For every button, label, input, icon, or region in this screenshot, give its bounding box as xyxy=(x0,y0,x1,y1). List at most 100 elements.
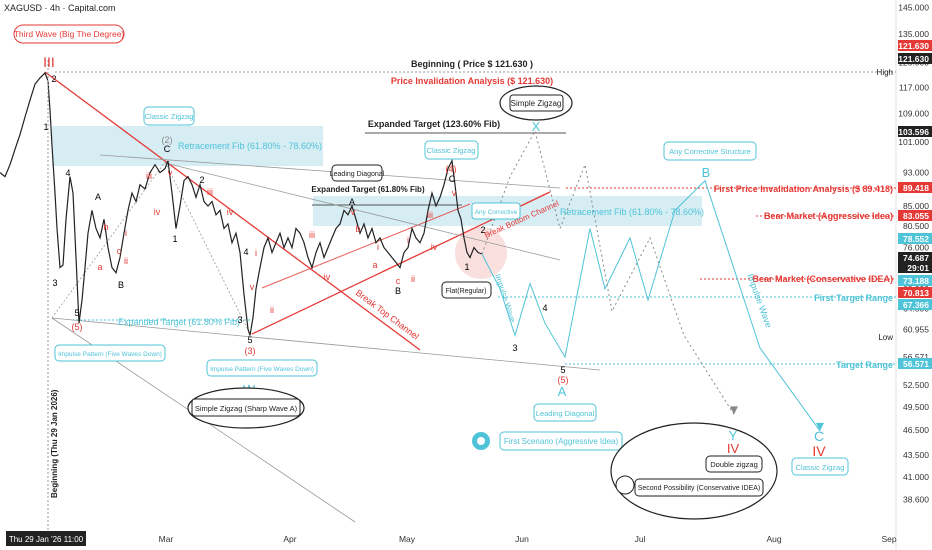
expanded-target-123-label: Expanded Target (123.60% Fib) xyxy=(368,119,500,129)
wave-count-label: 3 xyxy=(52,278,57,288)
wave-C-cyan-label: C xyxy=(814,428,824,444)
wave-count-label: a xyxy=(97,262,102,272)
any-corrective-small-box: Any Corrective xyxy=(471,202,521,220)
price-tag: 103.596 xyxy=(898,126,932,137)
invalidation-main-label: Price Invalidation Analysis ($ 121.630) xyxy=(391,76,553,86)
wave-count-label: iii xyxy=(146,171,152,181)
retracement-right-label: Retracement Fib (61.80% - 78.60%) xyxy=(560,207,704,217)
price-tag: 83.055 xyxy=(898,210,932,221)
price-tag-value: 29:01 xyxy=(907,263,929,273)
high-marker-label: High xyxy=(877,68,893,77)
x-cursor-label: Thu 29 Jan '26 11:00 xyxy=(9,535,84,544)
wave-count-label: 4 xyxy=(243,247,248,257)
bear-conservative-label: Bear Market (Conservative IDEA) xyxy=(752,274,893,284)
simple-zigzag-top-box: Simple Zigzag xyxy=(499,85,573,121)
wave-count-label: 1 xyxy=(43,122,48,132)
wave-count-label: ii xyxy=(270,305,274,315)
wave-III-label: III xyxy=(43,54,55,70)
wave-count-label: A xyxy=(95,192,101,202)
price-tag-value: 70.813 xyxy=(903,288,929,298)
wave-Y-label: Y xyxy=(729,428,738,443)
target-range-label: Target Range xyxy=(836,360,893,370)
leading-diagonal-bottom-box: Leading Diagonal xyxy=(533,403,597,422)
wave-count-label: 2 xyxy=(51,74,56,84)
simple-zigzag-sharp-label: Simple Zigzag (Sharp Wave A) xyxy=(195,404,298,413)
simple-zigzag-top-label: Simple Zigzag xyxy=(511,99,562,108)
x-tick-label: May xyxy=(399,534,416,544)
classic-zigzag-mid-box: Classic Zigzag xyxy=(424,140,479,160)
price-tag-value: 73.188 xyxy=(903,276,929,286)
wave-count-label: 3 xyxy=(512,343,517,353)
wave-count-label: 5 xyxy=(247,335,252,345)
first-target-label: First Target Range xyxy=(814,293,893,303)
wave-count-label: a xyxy=(372,260,377,270)
wave-count-label: 4 xyxy=(542,303,547,313)
wave-count-label: v xyxy=(168,168,173,178)
y-tick-label: 49.500 xyxy=(903,402,929,412)
price-tag-value: 103.596 xyxy=(898,127,929,137)
y-tick-label: 38.600 xyxy=(903,494,929,504)
wave-count-label: i xyxy=(377,242,379,252)
classic-zigzag-mid-label: Classic Zigzag xyxy=(427,146,476,155)
wave-count-label: 3 xyxy=(237,315,242,325)
price-tag-value: 56.571 xyxy=(903,359,929,369)
flat-regular-box: Flat(Regular) xyxy=(441,281,492,299)
price-tag: 89.418 xyxy=(898,182,932,193)
wave-count-label: ii xyxy=(411,274,415,284)
first-scenario-label: First Scenario (Aggressive Idea) xyxy=(504,437,619,446)
x-tick-label: Jul xyxy=(635,534,646,544)
wave-count-label: (5) xyxy=(72,322,83,332)
y-tick-label: 93.000 xyxy=(903,168,929,178)
lightbulb-icon xyxy=(615,475,635,495)
x-tick-label: Sep xyxy=(881,534,896,544)
second-possibility-label: Second Possibility (Conservative IDEA) xyxy=(638,485,761,492)
low-marker-label: Low xyxy=(878,333,893,342)
y-tick-label: 52.500 xyxy=(903,380,929,390)
wave-count-label: (5) xyxy=(558,375,569,385)
y-tick-label: 135.000 xyxy=(898,29,929,39)
price-tag-value: 83.055 xyxy=(903,211,929,221)
price-tag: 56.571 xyxy=(898,358,932,369)
second-possibility-group: Double zigzag Second Possibility (Conser… xyxy=(610,422,778,520)
price-tag: 70.813 xyxy=(898,287,932,298)
wave-count-label: iv xyxy=(431,242,438,252)
wave-count-label: ii xyxy=(124,256,128,266)
x-tick-label: Aug xyxy=(766,534,781,544)
y-tick-label: 46.500 xyxy=(903,425,929,435)
projection-layer xyxy=(481,129,824,432)
price-tag: 73.188 xyxy=(898,275,932,286)
price-series-line xyxy=(0,71,483,336)
y-tick-label: 80.500 xyxy=(903,221,929,231)
price-tag: 121.630 xyxy=(898,53,932,64)
wave-count-label: 2 xyxy=(480,225,485,235)
wave-IV-label-a: IV xyxy=(727,441,740,456)
x-cursor-tag: Thu 29 Jan '26 11:00 xyxy=(6,531,86,546)
wave-count-label: C xyxy=(449,174,456,184)
expanded-target-61-left-label: Expanded Target (61.80% Fib) xyxy=(118,317,240,327)
third-wave-box: Third Wave (Big The Degree) xyxy=(13,24,125,44)
price-tag: 67.366 xyxy=(898,299,932,310)
classic-zigzag-left-label: Classic Zigzag xyxy=(145,112,194,121)
wave-count-label: i xyxy=(255,248,257,258)
any-corrective-structure-label: Any Corrective Structure xyxy=(669,147,751,156)
wave-count-label: (4) xyxy=(446,164,457,174)
classic-zigzag-left-box: Classic Zigzag xyxy=(143,106,195,126)
gray-channel-upper xyxy=(99,154,561,189)
classic-zigzag-right-box: Classic Zigzag xyxy=(791,457,849,476)
wave-count-label: c xyxy=(396,276,401,286)
x-axis-ticks: Mar Apr May Jun Jul Aug Sep xyxy=(159,534,897,544)
third-wave-label: Third Wave (Big The Degree) xyxy=(14,29,125,39)
wave-count-label: B xyxy=(395,286,401,296)
beginning-price-label: Beginning ( Price $ 121.630 ) xyxy=(411,59,533,69)
impulse-pattern-left-label: Impulse Pattern (Five Waves Down) xyxy=(58,351,162,358)
wave-count-label: iv xyxy=(227,207,234,217)
price-tag-value: 67.366 xyxy=(903,300,929,310)
y-tick-label: 56.571 xyxy=(903,352,929,362)
price-tag-value: 121.630 xyxy=(898,54,929,64)
x-tick-label: Jun xyxy=(515,534,529,544)
wave-count-label: i xyxy=(407,235,409,245)
wave-count-label: iv xyxy=(154,207,161,217)
wave-count-label: iii xyxy=(309,230,315,240)
